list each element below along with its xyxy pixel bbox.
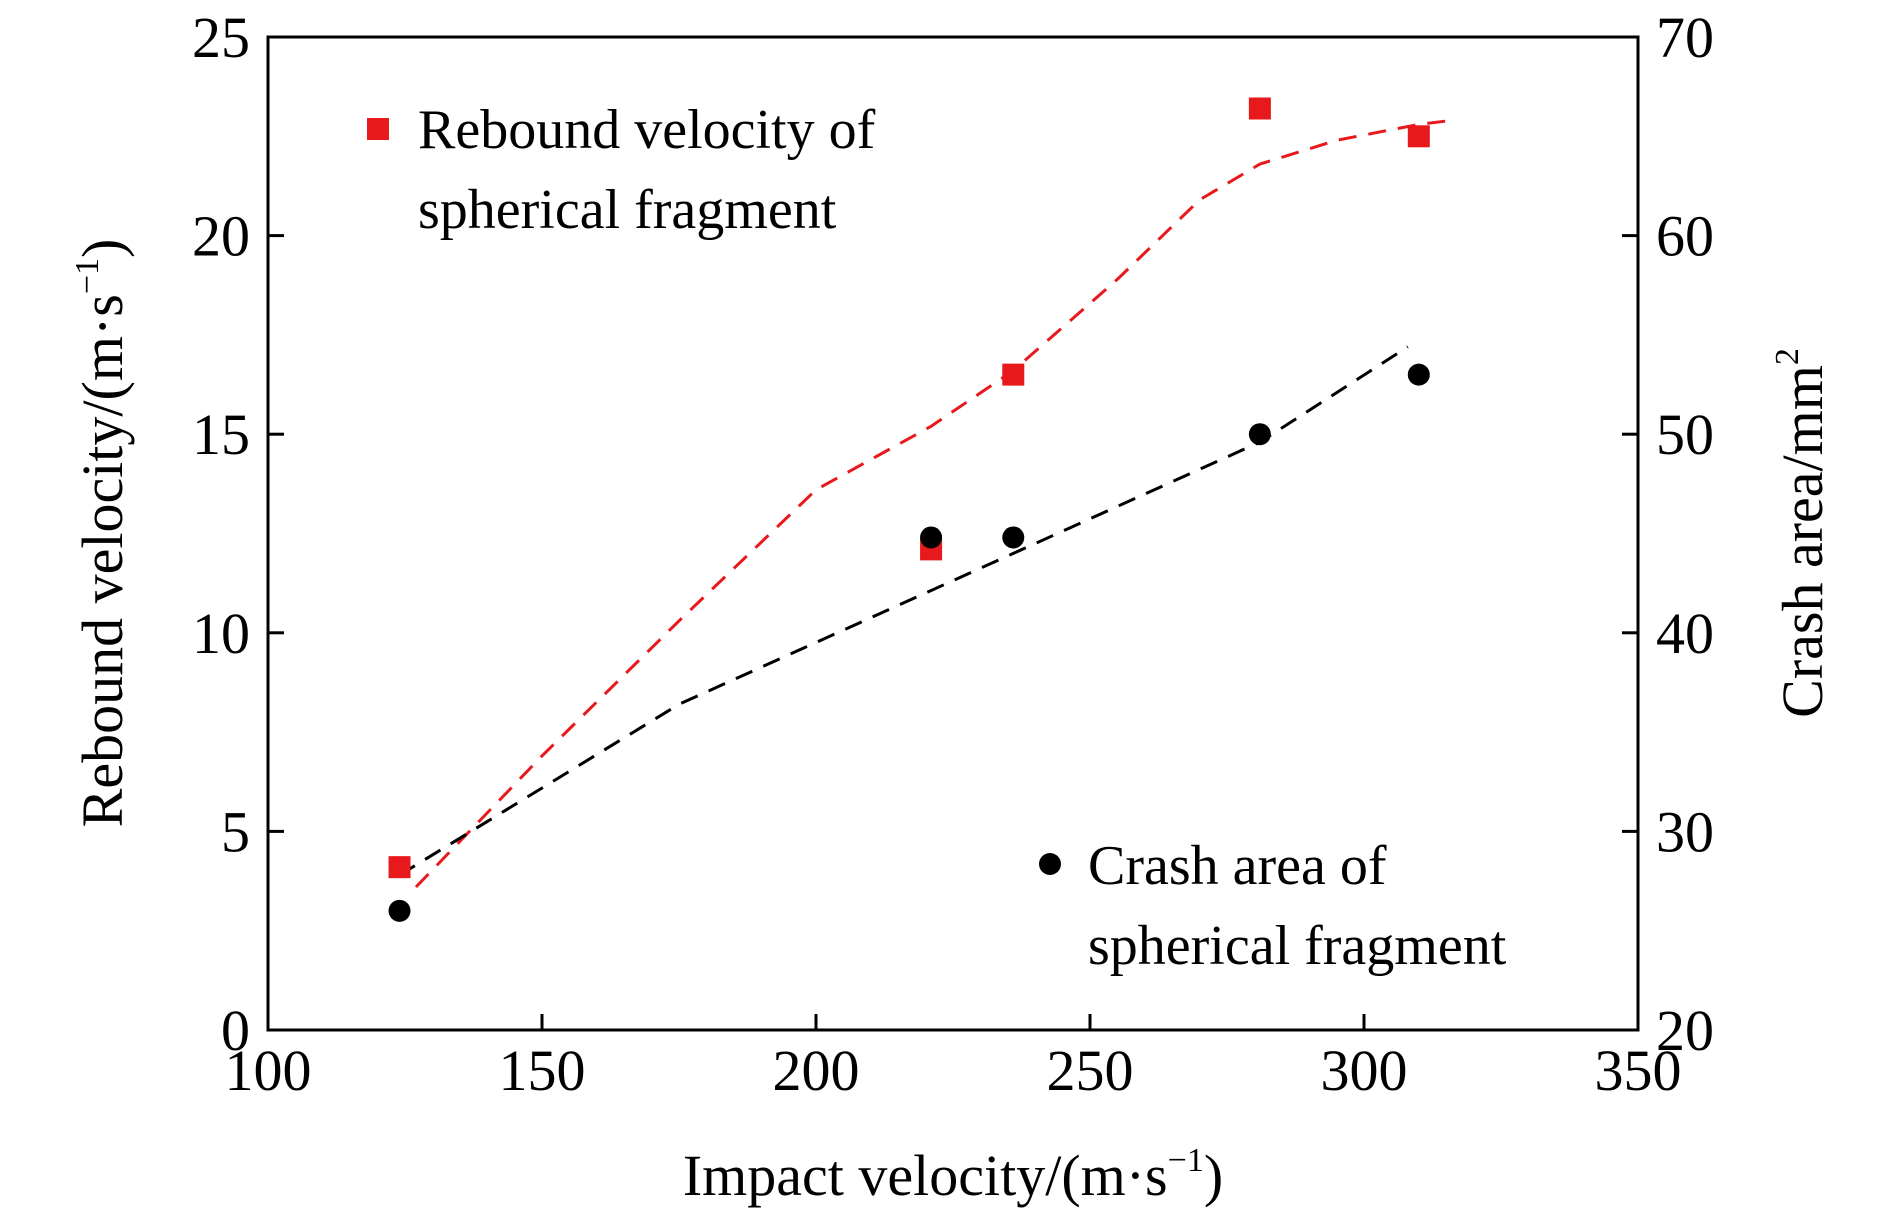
x-tick-label: 350 (1595, 1038, 1682, 1103)
x-tick-label: 150 (499, 1038, 586, 1103)
legend-rebound-line-2: spherical fragment (418, 179, 837, 241)
legend-crash: Crash area of spherical fragment (1039, 835, 1507, 977)
x-axis-title: Impact velocity/(m·s−1) (683, 1142, 1223, 1208)
data-point-rebound (1002, 363, 1025, 386)
y-right-tick-label: 60 (1656, 204, 1714, 269)
y-right-tick-label: 40 (1656, 601, 1714, 666)
data-point-rebound (388, 856, 411, 879)
data-point-crash-area (1002, 526, 1025, 549)
data-point-rebound (1407, 125, 1430, 148)
y-axis-right-title: Crash area/mm2 (1769, 348, 1835, 718)
y-left-tick-label: 20 (192, 204, 250, 269)
y-right-tick-label: 30 (1656, 799, 1714, 864)
legend-rebound: Rebound velocity of spherical fragment (367, 99, 876, 241)
x-tick-label: 250 (1047, 1038, 1134, 1103)
y-right-tick-label: 20 (1656, 998, 1714, 1063)
y-left-tick-label: 0 (221, 998, 250, 1063)
x-tick-label: 300 (1321, 1038, 1408, 1103)
ticks: 100 150 200 250 300 350 0 5 10 15 20 25 20 30 40 50 60 70 (192, 5, 1714, 1103)
data-point-rebound (1248, 97, 1271, 120)
data-point-crash-area (920, 526, 943, 549)
fit-line-series-0 (414, 118, 1452, 889)
data-point-crash-area (1407, 363, 1430, 386)
y-right-tick-label: 70 (1656, 5, 1714, 70)
data-point-crash-area (388, 899, 411, 922)
legend-rebound-line-1: Rebound velocity of (418, 99, 876, 161)
fit-lines (398, 118, 1452, 889)
y-left-tick-label: 10 (192, 601, 250, 666)
x-tick-label: 200 (773, 1038, 860, 1103)
y-axis-left-title: Rebound velocity/(m·s−1) (69, 239, 135, 828)
x-tick-label: 100 (225, 1038, 312, 1103)
y-left-tick-label: 5 (221, 799, 250, 864)
data-points (388, 97, 1430, 922)
y-left-tick-label: 15 (192, 402, 250, 467)
legend-crash-marker (1039, 853, 1061, 875)
y-left-tick-label: 25 (192, 5, 250, 70)
legend-rebound-marker (367, 118, 389, 140)
fit-line-series-1 (398, 345, 1409, 877)
legend-crash-line-1: Crash area of (1088, 835, 1387, 897)
y-right-tick-label: 50 (1656, 402, 1714, 467)
data-point-crash-area (1248, 423, 1271, 446)
plot-area-frame (266, 35, 1640, 1032)
legend-crash-line-2: spherical fragment (1088, 915, 1507, 977)
